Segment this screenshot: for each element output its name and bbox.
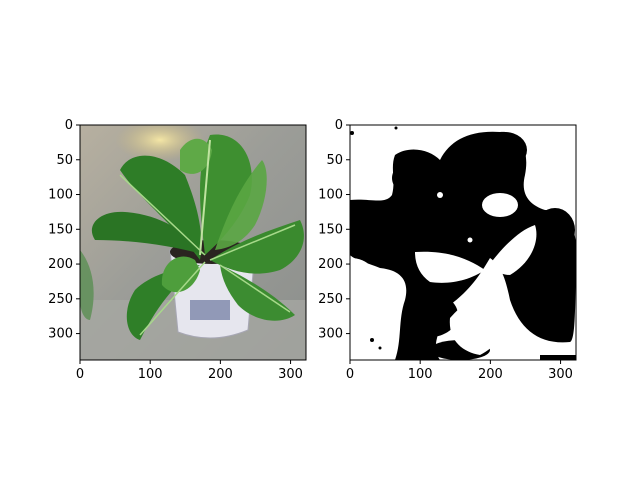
right-ytick-label: 150	[318, 222, 343, 237]
axis-ticks: 0 100 200 300 0 50 100 150 200 250 300 0 100 200 300 0 5…	[48, 118, 573, 382]
left-ytick-label: 300	[48, 327, 73, 342]
left-ytick-label: 100	[48, 188, 73, 203]
left-ytick-label: 150	[48, 222, 73, 237]
left-xtick-label: 300	[278, 367, 303, 382]
right-xtick-label: 0	[346, 367, 354, 382]
right-xtick-label: 100	[408, 367, 433, 382]
right-ytick-label: 100	[318, 188, 343, 203]
left-ytick-label: 50	[56, 153, 73, 168]
right-ytick-label: 250	[318, 292, 343, 307]
right-axes-frame	[349, 124, 577, 361]
left-ytick-label: 200	[48, 257, 73, 272]
right-xtick-label: 200	[478, 367, 503, 382]
plant-leaves	[91, 134, 304, 340]
left-ytick-label: 250	[48, 292, 73, 307]
left-xtick-label: 200	[208, 367, 233, 382]
pot-label	[190, 300, 230, 320]
right-panel-mask	[349, 124, 577, 361]
mask-holes	[350, 192, 537, 355]
right-ytick-label: 200	[318, 257, 343, 272]
right-ytick-label: 0	[335, 118, 343, 133]
right-ytick-label: 300	[318, 327, 343, 342]
left-ytick-label: 0	[65, 118, 73, 133]
left-xtick-label: 0	[76, 367, 84, 382]
left-xtick-label: 100	[138, 367, 163, 382]
left-panel-photo	[79, 124, 307, 361]
left-axes-frame	[79, 124, 307, 361]
right-xtick-label: 300	[548, 367, 573, 382]
mask-foreground	[350, 126, 576, 360]
right-ytick-label: 50	[326, 153, 343, 168]
